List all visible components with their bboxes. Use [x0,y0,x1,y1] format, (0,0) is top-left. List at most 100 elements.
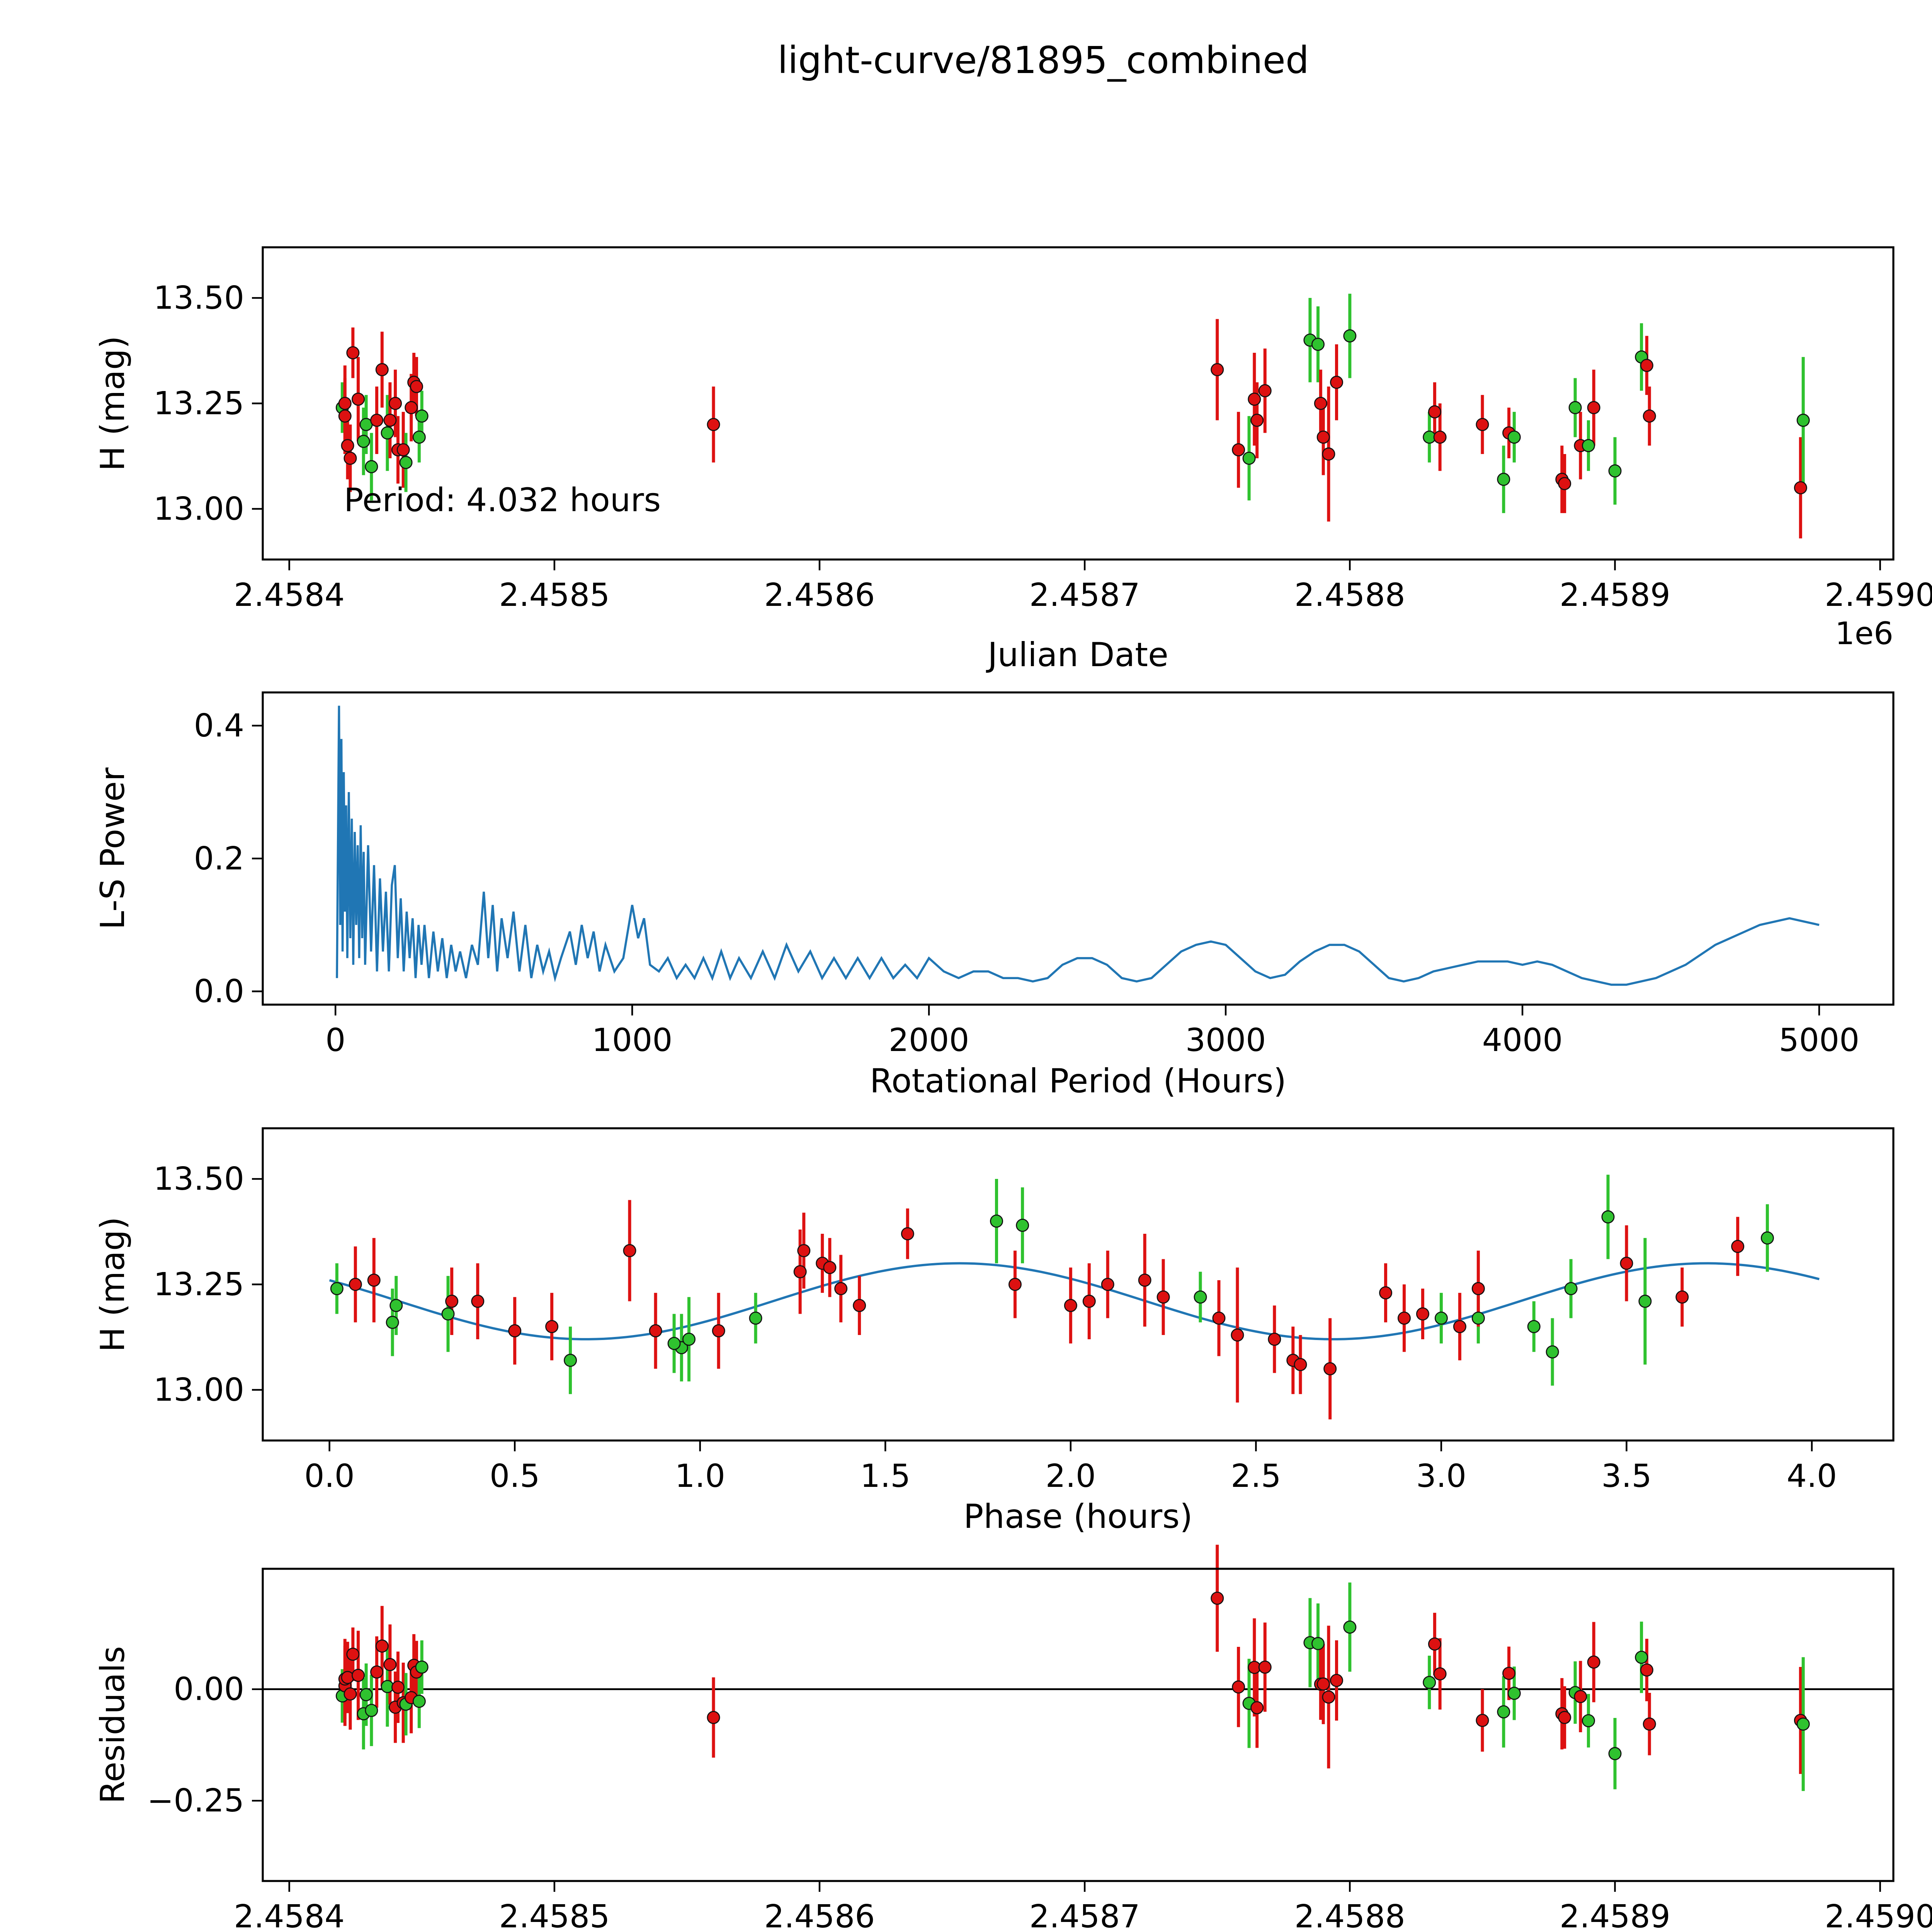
y-tick-label: 13.00 [153,491,244,527]
red-data-point [367,1274,381,1287]
red-data-point [1138,1274,1151,1287]
red-data-point [1502,1667,1516,1680]
red-data-point [396,443,410,457]
red-data-point [391,1680,405,1694]
red-data-point [1316,430,1330,444]
x-tick-label: 2.4589 [1560,577,1670,614]
green-data-point [1582,439,1595,452]
red-data-point [793,1265,807,1279]
red-data-point [1428,1637,1441,1651]
phased-ylabel: H (mag) [94,1216,132,1352]
green-data-point [1546,1345,1559,1359]
green-data-point [415,1660,429,1674]
red-data-point [1620,1257,1633,1270]
y-tick-label: −0.25 [147,1782,244,1819]
x-tick-label: 5000 [1779,1022,1860,1059]
red-data-point [1082,1294,1096,1308]
axes-frame [262,1127,1895,1442]
green-data-point [1638,1294,1652,1308]
red-data-point [445,1294,459,1308]
panel-residuals: 2.4584 2.4585 2.4586 2.4587 2.4588 2.4589 2.45… [147,1544,1932,1932]
green-data-point [1582,1714,1595,1728]
red-data-point [1211,1592,1224,1605]
red-data-point [338,409,352,423]
red-data-point [1433,1667,1447,1680]
green-data-point [441,1307,455,1321]
red-data-point [707,418,720,431]
x-tick-label: 2.4587 [1029,1898,1140,1932]
red-data-point [344,451,357,465]
red-data-point [1558,1711,1571,1724]
green-data-point [1016,1219,1029,1232]
green-data-point [1608,464,1622,478]
red-data-point [1211,363,1224,376]
residuals-axis-offset: 1e6 [1835,1930,1893,1932]
x-tick-label: 2.4590 [1825,577,1932,614]
x-tick-label: 2.4585 [499,1898,610,1932]
green-data-point [365,460,378,473]
x-tick-label: 2000 [889,1022,969,1059]
red-data-point [1397,1311,1411,1325]
green-data-point [330,1282,344,1295]
periodogram-ylabel: L-S Power [94,767,132,930]
lightcurve-ylabel: H (mag) [94,335,132,471]
green-data-point [749,1311,762,1325]
red-data-point [349,1277,362,1291]
x-tick-label: 1000 [592,1022,673,1059]
red-data-point [1101,1277,1114,1291]
x-tick-label: 0.5 [490,1458,540,1495]
red-data-point [471,1294,485,1308]
red-data-point [1731,1240,1745,1253]
x-tick-label: 2.5 [1231,1458,1281,1495]
red-data-point [1643,409,1656,423]
x-tick-label: 4000 [1482,1022,1563,1059]
red-data-point [1250,413,1264,427]
periodogram-line [336,706,1820,986]
red-data-point [383,413,397,427]
lightcurve-xlabel: Julian Date [988,636,1168,674]
periodogram-xlabel: Rotational Period (Hours) [869,1062,1287,1100]
red-data-point [797,1244,811,1257]
red-data-point [346,346,360,359]
green-data-point [1242,451,1256,465]
red-data-point [352,1668,365,1682]
red-data-point [375,363,389,376]
green-data-point [1608,1747,1622,1760]
x-tick-label: 1.5 [860,1458,910,1495]
red-data-point [1316,1677,1330,1691]
red-data-point [1294,1358,1307,1371]
green-data-point [1311,338,1325,351]
green-data-point [389,1299,403,1312]
red-data-point [1330,1673,1344,1687]
green-data-point [1343,1620,1357,1634]
red-data-point [344,1687,357,1701]
green-data-point [415,409,429,423]
green-data-point [1507,1687,1521,1700]
x-tick-label: 2.4588 [1294,1898,1405,1932]
green-data-point [1343,329,1357,343]
red-data-point [1643,1717,1656,1731]
y-tick-label: 13.00 [153,1372,244,1408]
red-data-point [1476,418,1489,431]
red-data-point [346,1648,360,1661]
red-data-point [370,1665,384,1679]
residuals-ylabel: Residuals [94,1646,132,1804]
x-tick-label: 4.0 [1787,1458,1837,1495]
x-tick-label: 0 [325,1022,345,1059]
red-data-point [405,401,418,414]
green-data-point [1497,473,1510,486]
y-tick-label: 0.0 [194,973,244,1010]
y-tick-label: 0.00 [173,1671,244,1708]
red-data-point [1212,1311,1226,1325]
green-data-point [564,1354,577,1367]
red-data-point [1640,359,1653,372]
red-data-point [1471,1282,1485,1295]
x-tick-label: 2.4590 [1825,1898,1932,1932]
lightcurve-axis-offset: 1e6 [1835,616,1893,651]
period-annotation: Period: 4.032 hours [344,481,661,519]
red-data-point [375,1639,389,1653]
x-tick-label: 2.4589 [1560,1898,1670,1932]
red-data-point [1322,1690,1335,1704]
red-data-point [1250,1701,1264,1714]
red-data-point [383,1658,397,1671]
